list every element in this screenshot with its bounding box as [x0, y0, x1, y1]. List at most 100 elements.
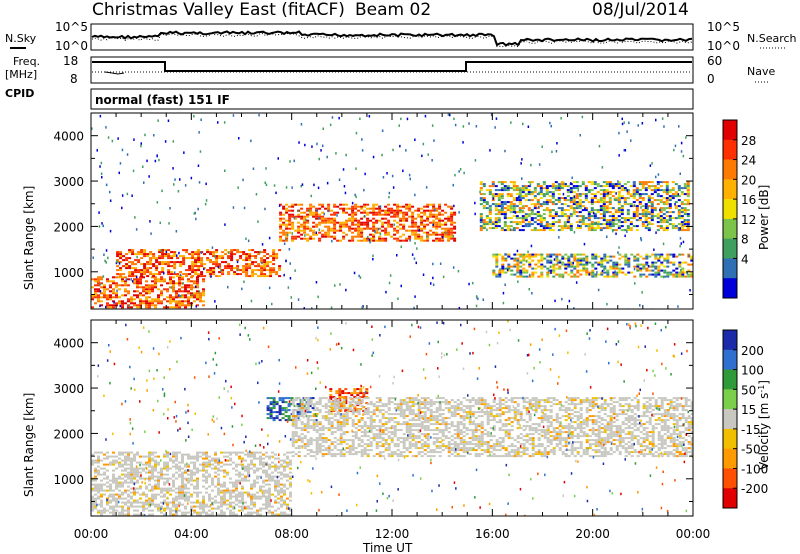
power-data-region-2-cell — [291, 225, 295, 228]
power-data-region-2-cell — [411, 223, 415, 226]
vel-data-region-3-cell — [330, 427, 334, 430]
power-data-speckle — [355, 195, 357, 199]
power-data-region-2-cell — [348, 219, 352, 222]
vel-data-region-0-cell — [166, 491, 169, 494]
power-data-region-3-cell — [635, 215, 639, 218]
vel-data-region-0-cell — [196, 481, 199, 484]
vel-data-region-3-cell — [303, 427, 307, 430]
power-data-region-3-cell — [629, 205, 633, 208]
vel-data-region-0-cell — [148, 475, 151, 478]
power-data-speckle — [318, 157, 320, 161]
power-data-region-4-cell — [675, 271, 679, 274]
vel-data-region-0-cell — [208, 495, 211, 498]
power-data-region-2-cell — [357, 231, 361, 234]
power-data-region-1-cell — [239, 273, 243, 276]
power-data-region-2-cell — [450, 233, 454, 236]
vel-data-region-2-cell — [347, 392, 351, 395]
vel-data-region-0-cell — [103, 489, 106, 492]
power-data-region-2-cell — [444, 227, 448, 230]
power-data-region-1-cell — [251, 271, 255, 274]
power-data-region-4-cell — [558, 261, 562, 264]
vel-data-region-0-cell — [151, 487, 154, 490]
power-data-region-2-cell — [444, 217, 448, 220]
power-data-region-3-cell — [611, 191, 615, 194]
power-data-speckle — [416, 247, 418, 250]
power-data-region-2-cell — [303, 229, 307, 232]
power-data-region-4-cell — [522, 271, 526, 274]
vel-data-region-0-cell — [115, 467, 118, 470]
vel-data-region-0-cell — [250, 497, 253, 500]
vel-data-region-0-cell — [286, 463, 289, 466]
power-data-region-1-cell — [176, 275, 180, 278]
power-data-region-2-cell — [291, 235, 295, 238]
power-data-region-1-cell — [266, 275, 270, 278]
power-data-region-3-cell — [575, 193, 579, 196]
power-data-region-1-cell — [260, 275, 264, 278]
power-data-region-2-cell — [372, 207, 376, 210]
vel-data-region-0-cell — [256, 457, 259, 460]
power-data-region-4-cell — [522, 255, 526, 258]
power-data-speckle — [220, 269, 222, 272]
power-data-region-2-cell — [327, 229, 331, 232]
power-data-speckle — [607, 191, 609, 195]
power-data-region-2-cell — [339, 207, 343, 210]
vel-data-region-1-cell — [275, 401, 279, 404]
vel-data-region-3-cell — [342, 413, 346, 416]
power-data-region-4-cell — [573, 265, 577, 268]
power-data-region-3-cell — [605, 191, 609, 194]
power-data-region-3-cell — [683, 203, 687, 206]
power-data-region-2-cell — [324, 233, 328, 236]
vel-data-region-0-cell — [205, 479, 208, 482]
vel-data-region-2-cell — [341, 390, 345, 393]
power-data-speckle — [101, 222, 103, 225]
power-data-region-4-cell — [612, 273, 616, 276]
power-data-region-3-cell — [665, 215, 669, 218]
power-data-region-4-cell — [675, 267, 679, 270]
vel-data-region-3-cell — [333, 447, 337, 450]
power-data-region-0-cell — [124, 276, 127, 279]
power-data-region-1-cell — [128, 261, 132, 264]
power-data-region-0-cell — [199, 294, 202, 297]
vel-data-region-0-cell — [268, 495, 271, 498]
vel-data-region-0-cell — [139, 501, 142, 504]
vel-data-region-0-cell — [94, 505, 97, 508]
vel-data-region-0-cell — [232, 501, 235, 504]
power-data-speckle — [287, 286, 290, 289]
power-data-speckle — [492, 197, 494, 200]
power-data-speckle — [504, 149, 506, 153]
vel-data-region-3-cell — [324, 415, 328, 418]
power-data-region-3-cell — [653, 191, 657, 194]
power-data-region-3-cell — [590, 203, 594, 206]
power-data-region-2-cell — [393, 203, 397, 206]
power-data-speckle — [227, 285, 229, 289]
vel-data-region-3-cell — [294, 435, 298, 438]
power-data-region-4-cell — [654, 253, 658, 256]
power-data-region-3-cell — [587, 217, 591, 220]
vel-data-region-3-cell — [306, 417, 310, 420]
power-data-region-3-cell — [557, 197, 561, 200]
vel-data-region-0-cell — [148, 469, 151, 472]
vel-data-region-0-cell — [148, 499, 151, 502]
power-data-region-4-cell — [504, 271, 508, 274]
power-data-speckle — [264, 207, 266, 211]
vel-data-region-0-cell — [103, 471, 106, 474]
vel-data-region-0-cell — [133, 481, 136, 484]
power-data-region-1-cell — [257, 265, 261, 268]
power-data-region-4-cell — [534, 253, 538, 256]
vel-data-region-0-cell — [109, 489, 112, 492]
power-ylabel: Slant Range [km] — [22, 186, 36, 290]
vel-data-region-3-cell — [303, 423, 307, 426]
vel-data-region-0-cell — [127, 485, 130, 488]
power-data-region-2-cell — [300, 223, 304, 226]
power-data-region-3-cell — [524, 215, 528, 218]
power-data-region-3-cell — [671, 223, 675, 226]
power-data-region-4-cell — [609, 267, 613, 270]
power-data-region-3-cell — [566, 199, 570, 202]
power-data-region-1-cell — [197, 259, 201, 262]
vel-data-region-0-cell — [277, 497, 280, 500]
vel-data-region-0-cell — [106, 477, 109, 480]
power-data-region-1-cell — [128, 251, 132, 254]
power-data-region-0-cell — [181, 290, 184, 293]
power-data-region-3-cell — [671, 189, 675, 192]
vel-data-region-0-cell — [118, 489, 121, 492]
